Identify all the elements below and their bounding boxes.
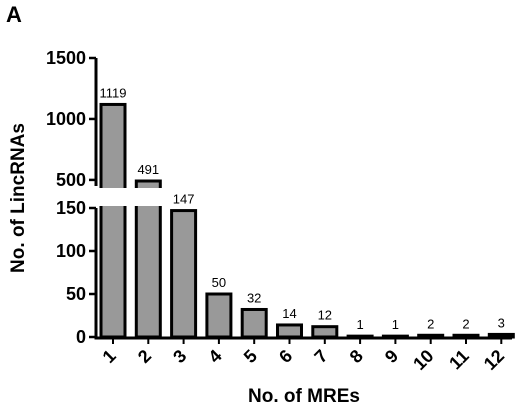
bar-3: [170, 209, 198, 339]
x-tick-label-3: 3: [169, 346, 190, 367]
x-tick-label-2: 2: [134, 346, 155, 367]
x-tick-label-6: 6: [275, 346, 296, 367]
x-tick-label-5: 5: [240, 346, 261, 367]
y-tick-label-50: 50: [66, 284, 86, 304]
data-label-7: 12: [318, 308, 332, 323]
axis-break-gap: [88, 188, 172, 206]
bar-5: [240, 307, 268, 339]
data-label-12: 3: [498, 315, 505, 330]
data-label-5: 32: [247, 290, 261, 305]
y-tick-label-100: 100: [56, 241, 86, 261]
data-label-11: 2: [462, 316, 469, 331]
bar-4: [205, 292, 233, 339]
data-label-10: 2: [427, 316, 434, 331]
x-tick-label-9: 9: [381, 346, 402, 367]
data-label-6: 14: [282, 306, 296, 321]
y-tick-label-150: 150: [56, 198, 86, 218]
data-label-2: 491: [137, 162, 159, 177]
data-label-8: 1: [356, 317, 363, 332]
panel-label: A: [6, 2, 22, 27]
x-tick-label-4: 4: [205, 346, 226, 367]
x-tick-label-12: 12: [480, 346, 508, 374]
y-tick-label-1500: 1500: [46, 48, 86, 68]
x-tick-label-7: 7: [310, 346, 331, 367]
data-label-4: 50: [212, 275, 226, 290]
y-tick-label-500: 500: [56, 170, 86, 190]
y-tick-label-0: 0: [76, 327, 86, 347]
x-tick-label-11: 11: [445, 346, 473, 374]
x-tick-label-1: 1: [99, 346, 120, 367]
bar-1: [99, 102, 127, 339]
bar-7: [311, 325, 339, 339]
y-tick-label-1000: 1000: [46, 109, 86, 129]
bar-6: [276, 323, 303, 339]
data-label-1: 1119: [100, 85, 127, 100]
data-label-9: 1: [392, 317, 399, 332]
y-axis-title: No. of LincRNAs: [8, 123, 29, 273]
x-tick-label-8: 8: [346, 346, 367, 367]
data-label-3: 147: [173, 192, 195, 207]
x-tick-label-10: 10: [409, 346, 437, 374]
x-axis-title: No. of MREs: [248, 386, 360, 407]
